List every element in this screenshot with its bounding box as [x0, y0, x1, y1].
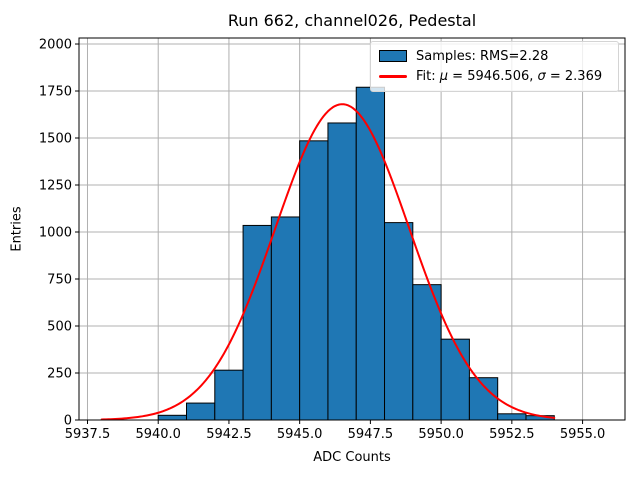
y-axis-label: Entries	[9, 206, 25, 252]
histogram-swatch-icon	[379, 50, 407, 63]
fit-curve	[100, 103, 556, 421]
histogram-bar	[384, 222, 414, 421]
histogram-bar	[214, 369, 244, 421]
figure-title: Run 662, channel026, Pedestal	[227, 11, 477, 30]
fit-line-swatch-icon	[379, 75, 407, 79]
x-tick-label: 5937.5	[65, 427, 111, 442]
y-tick-label: 1500	[39, 132, 72, 147]
legend-fit-label: Fit: μ = 5946.506, σ = 2.369	[416, 69, 603, 85]
plot-border	[78, 37, 626, 421]
histogram-bar	[497, 413, 527, 421]
y-tick-label: 1750	[39, 85, 72, 100]
histogram-bar	[440, 338, 470, 421]
legend-row-fit: Fit: μ = 5946.506, σ = 2.369	[379, 67, 610, 87]
y-tick-label: 2000	[39, 38, 72, 53]
y-tick-label: 500	[47, 320, 72, 335]
histogram-bar	[327, 122, 357, 421]
histogram-bar	[468, 377, 499, 421]
x-tick-label: 5945.0	[277, 427, 323, 442]
y-tick-label: 1250	[39, 179, 72, 194]
histogram-bar	[355, 86, 386, 421]
x-tick-label: 5950.0	[418, 427, 464, 442]
legend: Samples: RMS=2.28 Fit: μ = 5946.506, σ =…	[370, 41, 619, 92]
histogram-bar	[299, 140, 329, 421]
histogram-bar	[186, 402, 216, 421]
y-tick-label: 1000	[39, 226, 72, 241]
x-tick-label: 5942.5	[206, 427, 252, 442]
x-tick-label: 5952.5	[489, 427, 535, 442]
x-tick-label: 5947.5	[348, 427, 394, 442]
y-tick-label: 750	[47, 273, 72, 288]
histogram-bar	[157, 414, 188, 421]
y-tick-label: 0	[64, 414, 72, 429]
legend-row-samples: Samples: RMS=2.28	[379, 46, 610, 66]
x-axis-label: ADC Counts	[313, 450, 391, 465]
x-tick-label: 5955.0	[560, 427, 606, 442]
legend-samples-label: Samples: RMS=2.28	[416, 48, 549, 64]
histogram-bar	[270, 216, 301, 421]
histogram-bar	[242, 224, 272, 421]
x-tick-label: 5940.0	[135, 427, 181, 442]
y-tick-label: 250	[47, 367, 72, 382]
